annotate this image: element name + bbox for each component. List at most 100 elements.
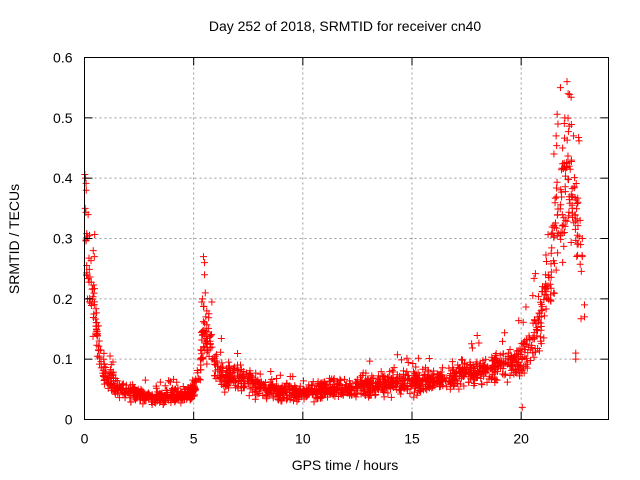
data-point — [211, 360, 219, 368]
data-point — [327, 383, 335, 391]
data-point — [447, 370, 455, 378]
data-point — [548, 244, 556, 252]
data-point — [289, 373, 297, 381]
x-tick-label: 20 — [513, 431, 529, 447]
data-point — [244, 372, 252, 380]
data-point — [359, 379, 367, 387]
data-point — [535, 347, 543, 355]
data-point — [199, 253, 207, 261]
data-point — [561, 216, 569, 224]
data-point — [226, 366, 234, 374]
data-point — [129, 381, 137, 389]
data-point — [171, 385, 179, 393]
data-point — [420, 371, 428, 379]
data-point — [567, 156, 575, 164]
data-point — [403, 385, 411, 393]
data-point — [506, 346, 514, 354]
data-point — [545, 274, 553, 282]
data-point — [438, 364, 446, 372]
data-point — [366, 357, 374, 365]
data-point — [106, 366, 114, 374]
data-point — [364, 376, 372, 384]
data-point — [151, 396, 159, 404]
data-point — [468, 340, 476, 348]
data-point — [234, 349, 242, 357]
data-point — [205, 314, 213, 322]
data-point — [563, 158, 571, 166]
data-point — [353, 389, 361, 397]
data-point — [198, 298, 206, 306]
data-point — [570, 132, 578, 140]
data-point — [284, 382, 292, 390]
data-point — [435, 378, 443, 386]
data-point — [321, 391, 329, 399]
data-point — [460, 382, 468, 390]
data-point — [159, 401, 167, 409]
data-point — [443, 383, 451, 391]
data-point — [219, 367, 227, 375]
data-point — [518, 367, 526, 375]
data-point — [213, 351, 221, 359]
data-point — [529, 292, 537, 300]
data-point — [456, 364, 464, 372]
data-point — [227, 373, 235, 381]
data-point — [515, 317, 523, 325]
data-point — [403, 354, 411, 362]
data-point — [114, 386, 122, 394]
data-point — [566, 165, 574, 173]
data-point — [537, 323, 545, 331]
data-point — [566, 90, 574, 98]
data-point — [571, 211, 579, 219]
y-tick-label: 0.3 — [53, 231, 73, 247]
x-tick-label: 5 — [190, 431, 198, 447]
data-point — [463, 364, 471, 372]
data-point — [530, 353, 538, 361]
data-point — [278, 397, 286, 405]
data-point — [119, 381, 127, 389]
data-point — [453, 368, 461, 376]
data-point — [206, 337, 214, 345]
data-point — [126, 394, 134, 402]
data-point — [577, 267, 585, 275]
data-point — [295, 392, 303, 400]
data-point — [560, 119, 568, 127]
data-point — [437, 372, 445, 380]
data-point — [409, 359, 417, 367]
data-point — [518, 403, 526, 411]
data-point — [563, 136, 571, 144]
data-point — [82, 186, 90, 194]
data-point — [516, 372, 524, 380]
data-point — [268, 375, 276, 383]
data-point — [424, 383, 432, 391]
data-point — [276, 371, 284, 379]
data-point — [196, 376, 204, 384]
data-point — [359, 386, 367, 394]
data-point — [190, 383, 198, 391]
data-point — [390, 384, 398, 392]
data-point — [513, 368, 521, 376]
data-point — [252, 369, 260, 377]
data-point — [520, 341, 528, 349]
data-point — [377, 368, 385, 376]
data-point — [199, 326, 207, 334]
data-point — [93, 332, 101, 340]
data-point — [557, 201, 565, 209]
data-point — [553, 110, 561, 118]
data-point — [424, 368, 432, 376]
data-point — [576, 260, 584, 268]
data-point — [313, 394, 321, 402]
data-point — [542, 258, 550, 266]
data-point — [455, 385, 463, 393]
data-point — [410, 393, 418, 401]
data-point — [477, 374, 485, 382]
data-point — [291, 385, 299, 393]
data-point — [537, 313, 545, 321]
data-point — [218, 363, 226, 371]
data-point — [457, 380, 465, 388]
data-point — [376, 375, 384, 383]
data-point — [516, 345, 524, 353]
data-point — [559, 221, 567, 229]
data-point — [312, 390, 320, 398]
data-point — [567, 93, 575, 101]
data-point — [461, 360, 469, 368]
